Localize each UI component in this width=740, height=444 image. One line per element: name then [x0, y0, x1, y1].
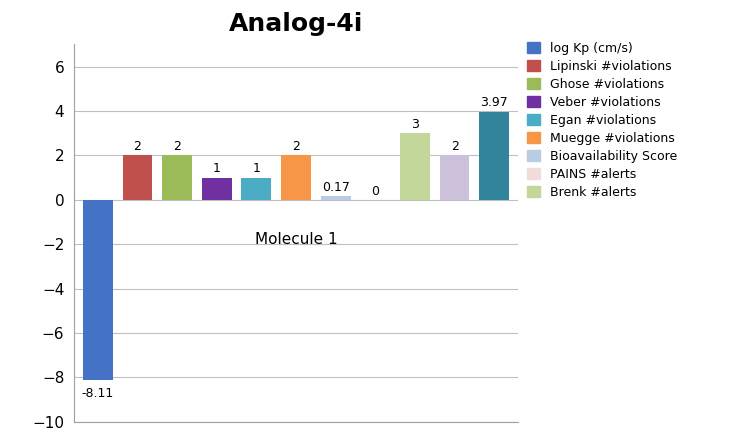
Bar [202, 178, 232, 200]
Bar [281, 155, 311, 200]
Title: Analog-4i: Analog-4i [229, 12, 363, 36]
Text: 3: 3 [411, 118, 419, 131]
Text: Molecule 1: Molecule 1 [255, 232, 337, 247]
Text: 2: 2 [292, 140, 300, 153]
Text: 2: 2 [173, 140, 181, 153]
Bar [480, 112, 509, 200]
Text: 3.97: 3.97 [480, 96, 508, 109]
Text: 0: 0 [371, 185, 380, 198]
Bar [440, 155, 469, 200]
Bar [123, 155, 152, 200]
Bar [320, 196, 351, 200]
Bar [162, 155, 192, 200]
Text: 1: 1 [213, 163, 221, 175]
Text: -8.11: -8.11 [81, 386, 114, 400]
Bar [400, 133, 430, 200]
Legend: log Kp (cm/s), Lipinski #violations, Ghose #violations, Veber #violations, Egan : log Kp (cm/s), Lipinski #violations, Gho… [522, 37, 682, 204]
Text: 1: 1 [252, 163, 260, 175]
Bar [83, 200, 112, 380]
Bar [241, 178, 272, 200]
Text: 2: 2 [133, 140, 141, 153]
Text: 0.17: 0.17 [322, 181, 349, 194]
Text: 2: 2 [451, 140, 459, 153]
